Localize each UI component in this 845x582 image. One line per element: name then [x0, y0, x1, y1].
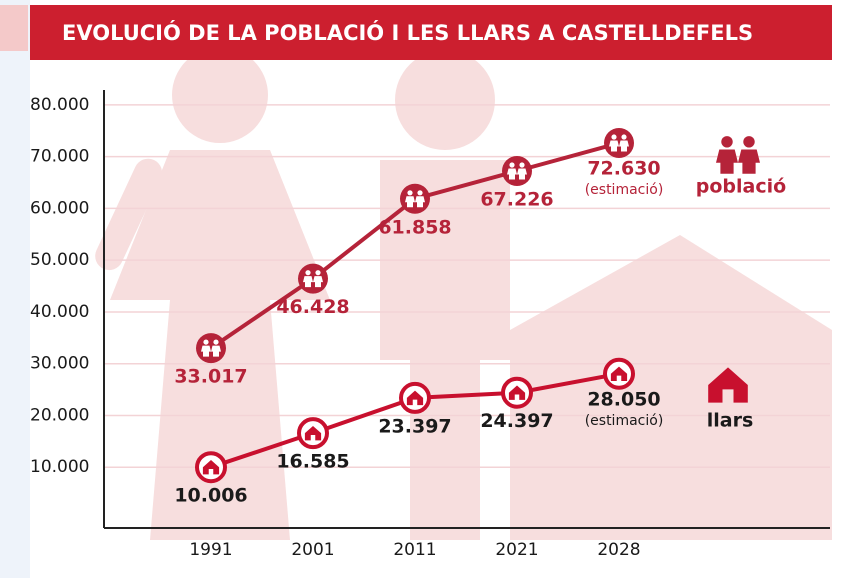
marker: [401, 384, 429, 412]
y-tick-label: 70.000: [30, 147, 89, 167]
data-label: 10.006: [174, 485, 247, 507]
y-tick-label: 30.000: [30, 354, 89, 374]
marker-circle: [604, 128, 634, 158]
y-tick-label: 50.000: [30, 250, 89, 270]
marker: [502, 156, 532, 186]
marker: [299, 419, 327, 447]
x-tick-label: 2001: [291, 540, 334, 560]
marker: [503, 379, 531, 407]
y-tick-label: 10.000: [30, 457, 89, 477]
icon-part: [519, 162, 524, 167]
marker-circle: [400, 184, 430, 214]
icon-part: [417, 190, 422, 195]
annotation: (estimació): [585, 413, 664, 429]
marker: [197, 453, 225, 481]
icon-part: [213, 339, 218, 344]
data-label: 72.630: [587, 158, 660, 180]
marker-circle: [298, 264, 328, 294]
data-label: 28.050: [587, 388, 660, 410]
chart-title: EVOLUCIÓ DE LA POBLACIÓ I LES LLARS A CA…: [62, 20, 753, 45]
data-label: 33.017: [174, 366, 247, 388]
marker: [604, 128, 634, 158]
y-tick-label: 80.000: [30, 95, 89, 115]
y-tick-label: 20.000: [30, 405, 89, 425]
icon-part: [407, 190, 412, 195]
chart: EVOLUCIÓ DE LA POBLACIÓ I LES LLARS A CA…: [0, 0, 845, 578]
x-tick-label: 2011: [393, 540, 436, 560]
icon-part: [611, 134, 616, 139]
icon-part: [621, 134, 626, 139]
marker: [298, 264, 328, 294]
icon-part: [721, 136, 732, 147]
data-label: 61.858: [378, 216, 451, 238]
legend-label: població: [696, 176, 786, 198]
marker: [196, 333, 226, 363]
marker-circle: [502, 156, 532, 186]
y-tick-label: 40.000: [30, 302, 89, 322]
data-label: 16.585: [276, 451, 349, 473]
marker-circle: [196, 333, 226, 363]
page: {"chart_data": {"type": "line", "title":…: [0, 0, 845, 578]
y-tick-label: 60.000: [30, 198, 89, 218]
data-label: 46.428: [276, 296, 349, 318]
x-tick-label: 2021: [495, 540, 538, 560]
side-strip: [0, 0, 30, 578]
data-label: 67.226: [480, 189, 553, 211]
x-tick-label: 2028: [597, 540, 640, 560]
x-tick-label: 1991: [189, 540, 232, 560]
legend-label: llars: [707, 410, 754, 432]
marker: [605, 360, 633, 388]
marker: [400, 184, 430, 214]
icon-part: [315, 270, 320, 275]
icon-part: [509, 162, 514, 167]
icon-part: [305, 270, 310, 275]
icon-part: [203, 339, 208, 344]
icon-part: [743, 136, 754, 147]
annotation: (estimació): [585, 182, 664, 198]
side-tab: [0, 5, 28, 51]
data-label: 24.397: [480, 410, 553, 432]
data-label: 23.397: [378, 415, 451, 437]
